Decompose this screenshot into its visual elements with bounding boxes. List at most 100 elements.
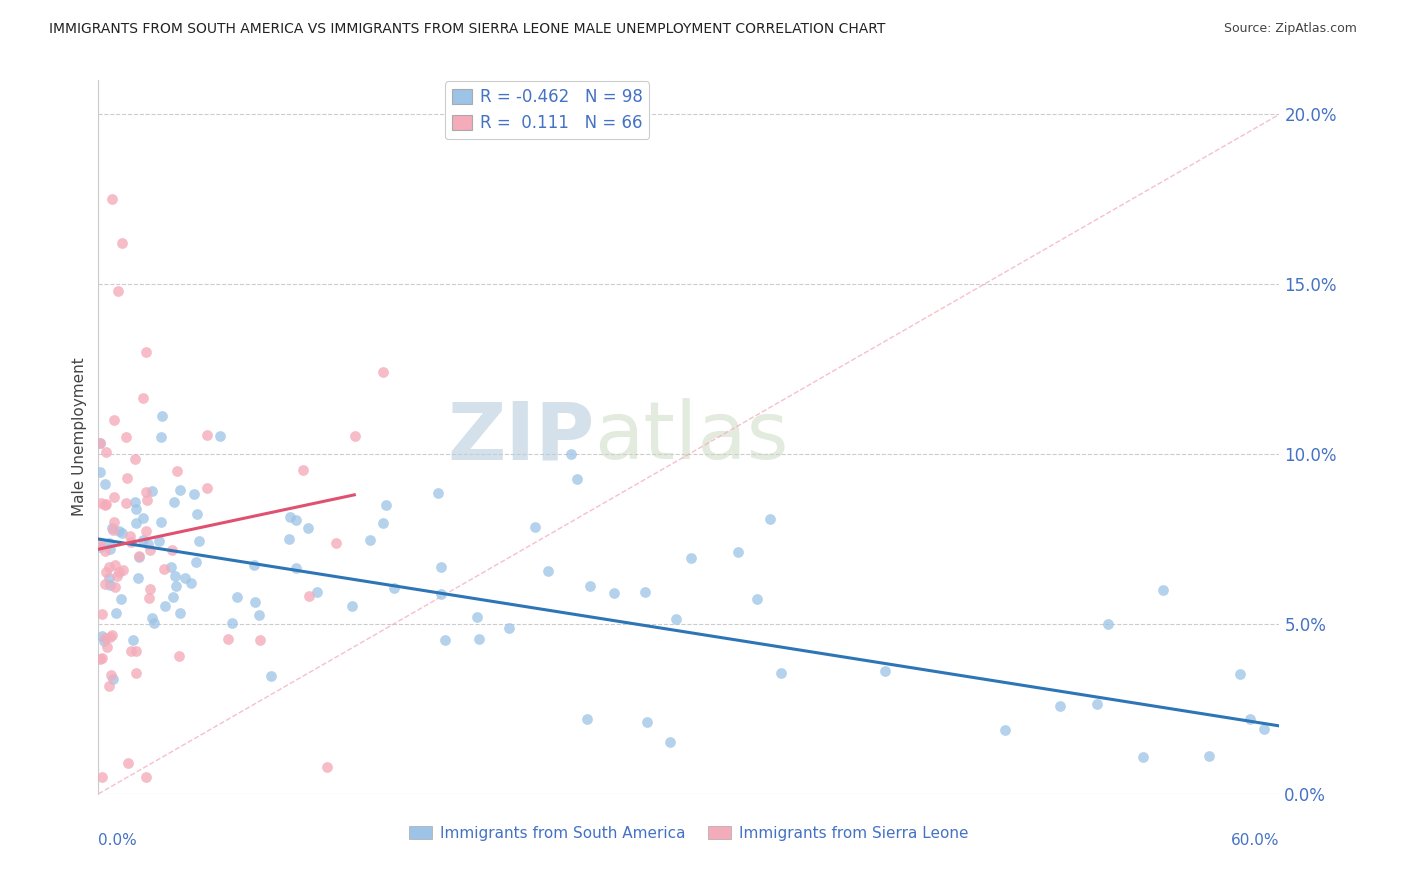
Point <box>94 565 117 579</box>
Point <box>141 483 163 498</box>
Point <box>1239 712 1261 726</box>
Point <box>91 607 114 621</box>
Point <box>465 610 488 624</box>
Point <box>1085 697 1108 711</box>
Point <box>162 590 184 604</box>
Point <box>183 487 205 501</box>
Point <box>344 429 367 443</box>
Point <box>101 672 124 686</box>
Point <box>537 565 560 579</box>
Point <box>108 524 131 538</box>
Point <box>132 391 155 405</box>
Point <box>93 631 115 645</box>
Point <box>382 581 405 595</box>
Point <box>498 621 520 635</box>
Point <box>148 534 170 549</box>
Point <box>565 472 588 486</box>
Point <box>221 615 243 630</box>
Point <box>873 664 896 678</box>
Point <box>128 549 150 563</box>
Point <box>1049 699 1071 714</box>
Point <box>136 537 159 551</box>
Point <box>243 595 266 609</box>
Point <box>634 584 657 599</box>
Legend: R = -0.462   N = 98, R =  0.111   N = 66: R = -0.462 N = 98, R = 0.111 N = 66 <box>444 81 650 139</box>
Point <box>195 481 218 495</box>
Point <box>186 555 208 569</box>
Point <box>98 571 121 585</box>
Point <box>90 650 112 665</box>
Point <box>89 652 111 666</box>
Point <box>105 606 128 620</box>
Point <box>104 558 127 572</box>
Point <box>325 536 347 550</box>
Point <box>280 510 302 524</box>
Point <box>111 563 134 577</box>
Point <box>101 520 124 534</box>
Point <box>124 452 146 467</box>
Text: atlas: atlas <box>595 398 789 476</box>
Point <box>135 770 157 784</box>
Point <box>125 644 148 658</box>
Point <box>94 444 117 458</box>
Point <box>579 579 602 593</box>
Point <box>149 516 172 530</box>
Point <box>104 580 127 594</box>
Point <box>359 533 381 548</box>
Point <box>1229 667 1251 681</box>
Point <box>89 537 111 551</box>
Point <box>135 484 157 499</box>
Point <box>111 236 134 251</box>
Point <box>107 565 129 579</box>
Point <box>468 632 491 647</box>
Point <box>169 606 191 620</box>
Point <box>169 648 191 663</box>
Point <box>679 551 702 566</box>
Point <box>636 714 658 729</box>
Point <box>1253 723 1275 737</box>
Point <box>101 523 124 537</box>
Point <box>298 589 321 603</box>
Point <box>98 542 121 557</box>
Point <box>100 628 122 642</box>
Point <box>433 633 456 648</box>
Point <box>135 524 157 539</box>
Point <box>153 599 176 614</box>
Point <box>163 495 186 509</box>
Point <box>98 559 121 574</box>
Point <box>91 770 114 784</box>
Point <box>89 435 111 450</box>
Point <box>1097 616 1119 631</box>
Point <box>90 628 112 642</box>
Point <box>174 571 197 585</box>
Point <box>128 550 150 565</box>
Point <box>94 477 117 491</box>
Point <box>121 633 143 648</box>
Point <box>98 630 121 644</box>
Point <box>225 590 247 604</box>
Point <box>107 284 129 298</box>
Point <box>340 599 363 613</box>
Point <box>160 560 183 574</box>
Point <box>120 529 142 543</box>
Point <box>90 496 112 510</box>
Point <box>141 611 163 625</box>
Point <box>93 576 115 591</box>
Point <box>125 516 148 531</box>
Point <box>98 536 121 550</box>
Point <box>115 430 138 444</box>
Point <box>100 578 122 592</box>
Point <box>169 483 191 497</box>
Point <box>125 666 148 681</box>
Point <box>659 735 682 749</box>
Point <box>142 615 165 630</box>
Point <box>135 492 157 507</box>
Point <box>120 643 142 657</box>
Point <box>770 665 793 680</box>
Point <box>89 541 111 555</box>
Point <box>96 640 118 654</box>
Point <box>132 533 155 547</box>
Point <box>278 532 301 546</box>
Point <box>96 497 118 511</box>
Point <box>124 502 146 516</box>
